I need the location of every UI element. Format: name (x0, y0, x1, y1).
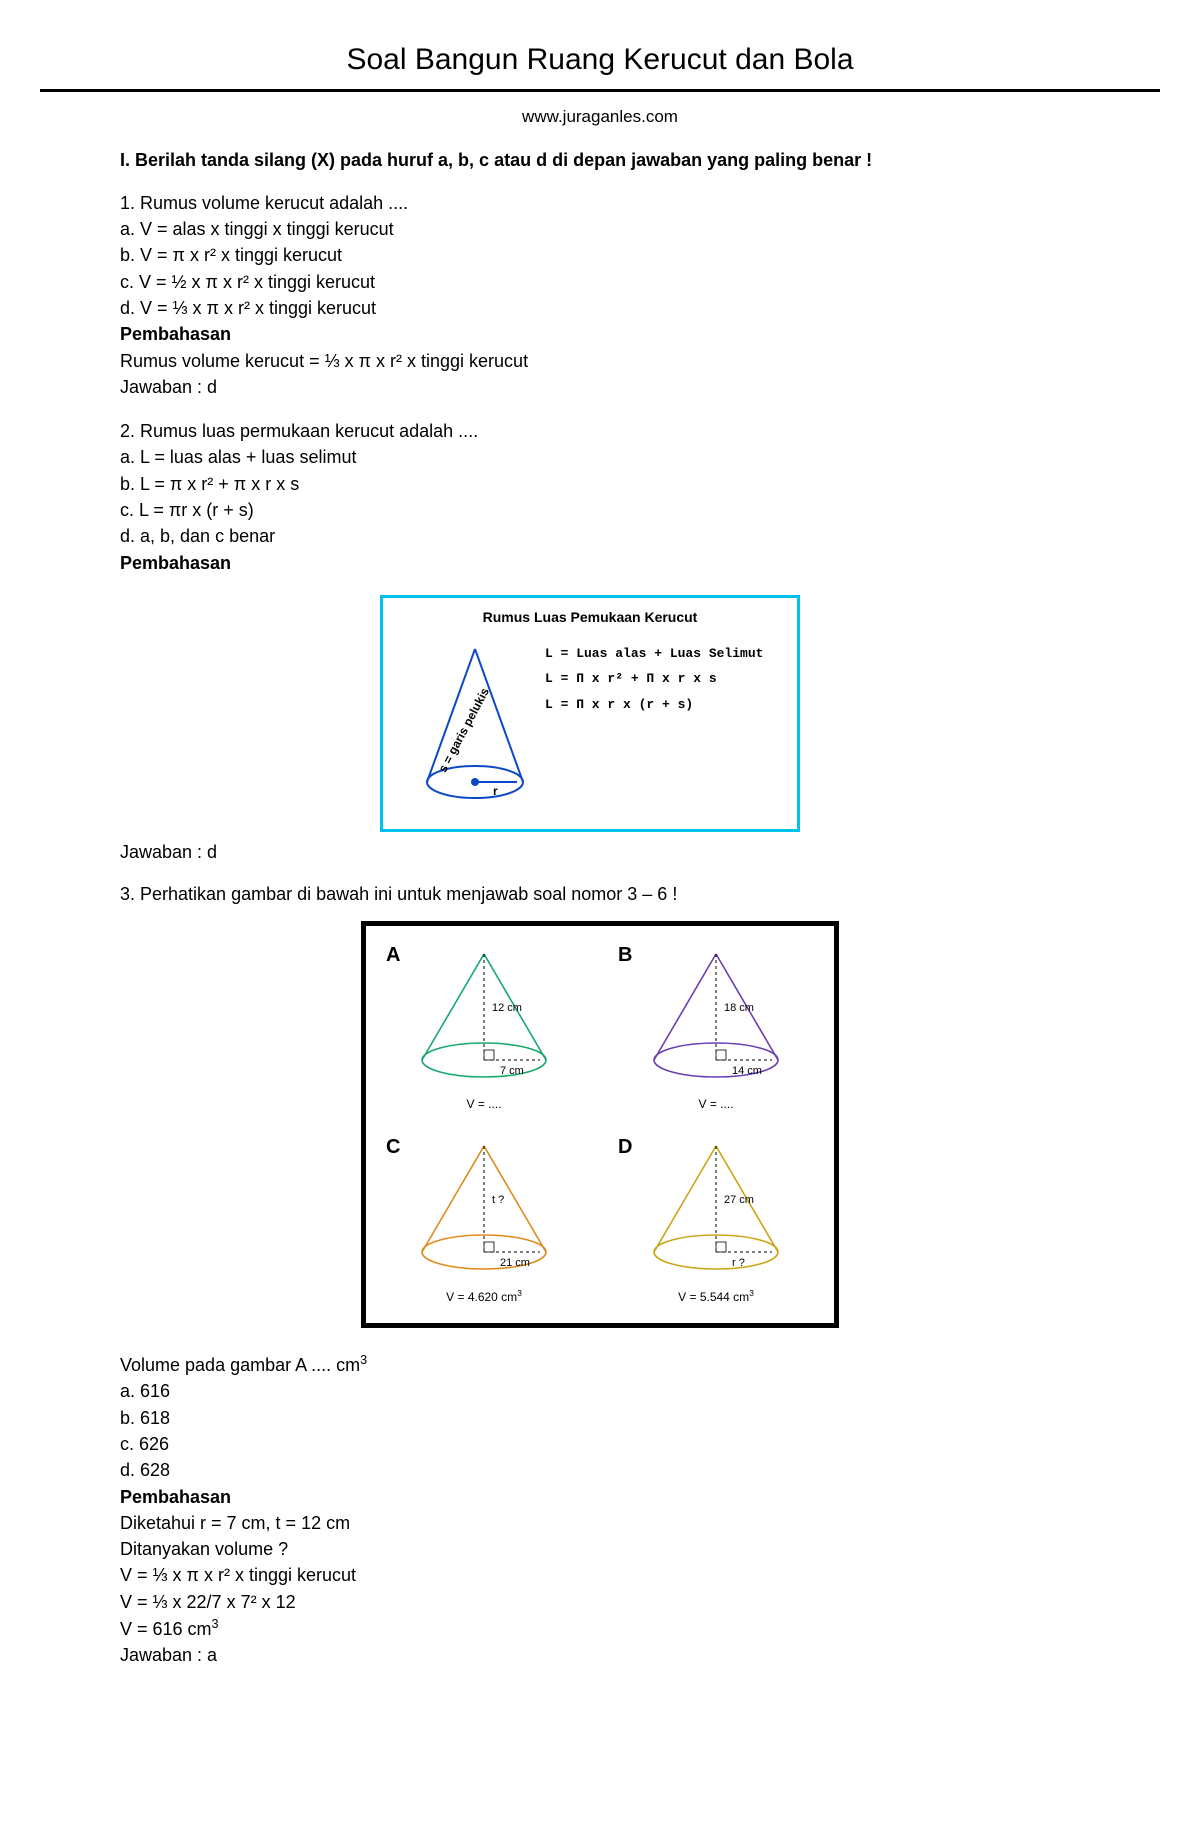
figure-cone-formula: Rumus Luas Pemukaan Kerucut r s = garis … (380, 595, 800, 832)
q1-pembahasan-label: Pembahasan (120, 322, 1080, 346)
subtitle: www.juraganles.com (0, 106, 1200, 129)
q3-p2: Ditanyakan volume ? (120, 1537, 1080, 1561)
q2-pembahasan-label: Pembahasan (120, 551, 1080, 575)
q3-opt-d: d. 628 (120, 1458, 1080, 1482)
cone-D-radius-label: r ? (732, 1257, 745, 1269)
q3-p3: V = ⅓ x π x r² x tinggi kerucut (120, 1563, 1080, 1587)
cone-D-height-label: 27 cm (724, 1194, 754, 1206)
fig1-r-label: r (493, 784, 498, 798)
cone-A-radius-label: 7 cm (500, 1065, 524, 1077)
q1-opt-b: b. V = π x r² x tinggi kerucut (120, 243, 1080, 267)
question-3: Volume pada gambar A .... cm3 a. 616 b. … (120, 1352, 1080, 1668)
q3-opt-c: c. 626 (120, 1432, 1080, 1456)
q1-opt-a: a. V = alas x tinggi x tinggi kerucut (120, 217, 1080, 241)
question-1: 1. Rumus volume kerucut adalah .... a. V… (120, 191, 1080, 399)
q1-opt-c: c. V = ½ x π x r² x tinggi kerucut (120, 270, 1080, 294)
q3-opt-b: b. 618 (120, 1406, 1080, 1430)
fig1-f3: L = Π x r x (r + s) (545, 696, 785, 714)
q3-text: Volume pada gambar A .... cm3 (120, 1352, 1080, 1377)
q3-p4: V = ⅓ x 22/7 x 7² x 12 (120, 1590, 1080, 1614)
fig1-cone-diagram: r s = garis pelukis (395, 637, 545, 813)
cone-A-caption: V = .... (380, 1096, 588, 1112)
fig1-formulas: L = Luas alas + Luas Selimut L = Π x r² … (545, 637, 785, 813)
cone-A-height-label: 12 cm (492, 1002, 522, 1014)
page-title: Soal Bangun Ruang Kerucut dan Bola (0, 40, 1200, 81)
cone-B-radius-label: 14 cm (732, 1065, 762, 1077)
cone-cell-D: D 27 cm r ? V = 5.544 cm3 (612, 1132, 820, 1305)
q3-p5: V = 616 cm3 (120, 1616, 1080, 1641)
q1-pembahasan: Rumus volume kerucut = ⅓ x π x r² x ting… (120, 349, 1080, 373)
q1-opt-d: d. V = ⅓ x π x r² x tinggi kerucut (120, 296, 1080, 320)
q3-p1: Diketahui r = 7 cm, t = 12 cm (120, 1511, 1080, 1535)
question-2: 2. Rumus luas permukaan kerucut adalah .… (120, 419, 1080, 575)
cone-cell-C: Ct ? 21 cm V = 4.620 cm3 (380, 1132, 588, 1305)
q3-pembahasan-label: Pembahasan (120, 1485, 1080, 1509)
cone-label-B: B (618, 942, 632, 969)
q3-intro: 3. Perhatikan gambar di bawah ini untuk … (120, 882, 1080, 906)
q1-text: 1. Rumus volume kerucut adalah .... (120, 191, 1080, 215)
cone-cell-B: B 18 cm 14 cm V = .... (612, 940, 820, 1112)
q3-jawaban: Jawaban : a (120, 1643, 1080, 1667)
cone-label-D: D (618, 1134, 632, 1161)
content: I. Berilah tanda silang (X) pada huruf a… (0, 148, 1200, 1747)
cone-C-caption: V = 4.620 cm3 (380, 1288, 588, 1305)
cone-B-caption: V = .... (612, 1096, 820, 1112)
q2-jawaban: Jawaban : d (120, 840, 1080, 864)
q2-opt-a: a. L = luas alas + luas selimut (120, 445, 1080, 469)
cone-B-height-label: 18 cm (724, 1002, 754, 1014)
fig1-title: Rumus Luas Pemukaan Kerucut (395, 608, 785, 627)
fig1-f1: L = Luas alas + Luas Selimut (545, 645, 785, 663)
fig1-f2: L = Π x r² + Π x r x s (545, 670, 785, 688)
q2-opt-c: c. L = πr x (r + s) (120, 498, 1080, 522)
q3-opt-a: a. 616 (120, 1379, 1080, 1403)
cone-D-caption: V = 5.544 cm3 (612, 1288, 820, 1305)
q2-text: 2. Rumus luas permukaan kerucut adalah .… (120, 419, 1080, 443)
section-heading: I. Berilah tanda silang (X) pada huruf a… (120, 148, 1080, 172)
q2-opt-d: d. a, b, dan c benar (120, 524, 1080, 548)
q2-opt-b: b. L = π x r² + π x r x s (120, 472, 1080, 496)
cone-C-height-label: t ? (492, 1194, 504, 1206)
figure-four-cones: A 12 cm 7 cm V = .... B 18 cm 14 cm V = .... Ct … (361, 921, 839, 1328)
title-rule (40, 89, 1160, 92)
cone-label-C: C (386, 1134, 400, 1161)
cone-cell-A: A 12 cm 7 cm V = .... (380, 940, 588, 1112)
cone-label-A: A (386, 942, 400, 969)
q1-jawaban: Jawaban : d (120, 375, 1080, 399)
cone-C-radius-label: 21 cm (500, 1257, 530, 1269)
